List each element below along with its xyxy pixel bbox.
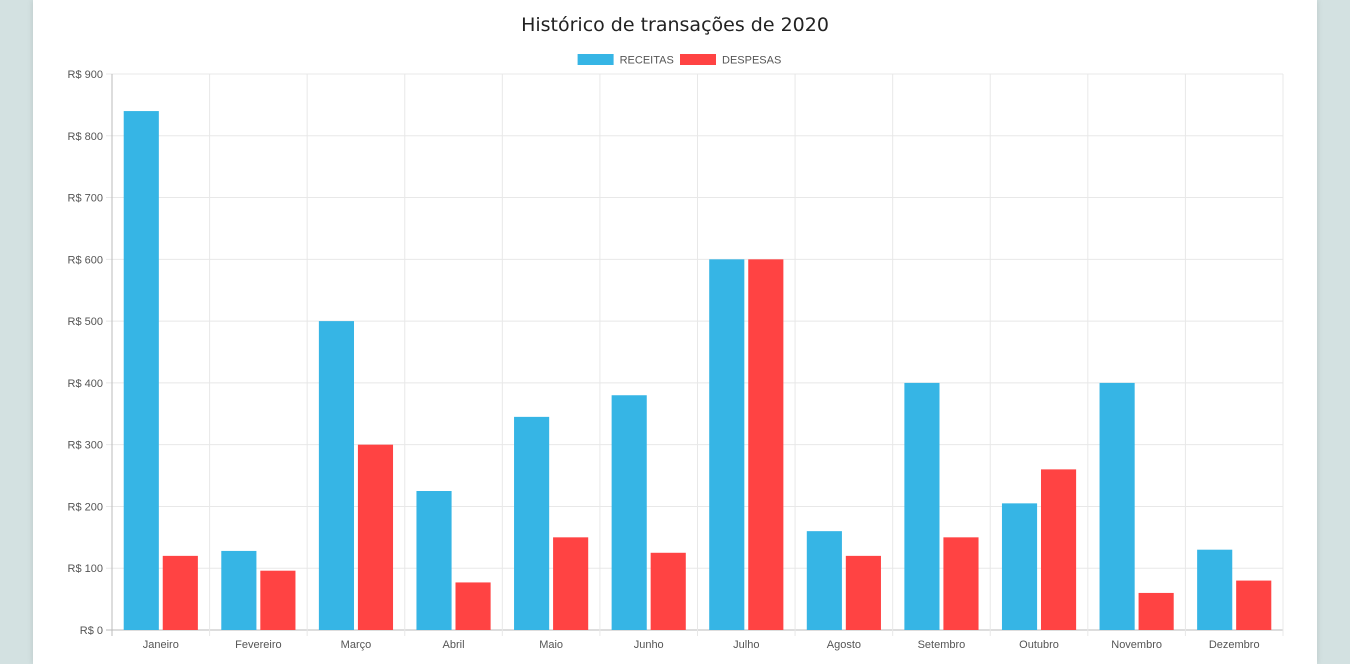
bar-despesas-agosto <box>845 555 881 630</box>
x-tick-label: Agosto <box>827 639 861 651</box>
legend-label-receitas: RECEITAS <box>620 55 674 67</box>
bar-despesas-dezembro <box>1236 580 1272 630</box>
bar-receitas-novembro <box>1099 382 1135 630</box>
x-tick-label: Junho <box>634 639 664 651</box>
bar-receitas-março <box>318 321 355 630</box>
x-tick-label: Fevereiro <box>235 639 281 651</box>
bar-despesas-outubro <box>1040 469 1077 630</box>
y-tick-label: R$ 200 <box>68 501 103 513</box>
bar-despesas-setembro <box>943 537 979 630</box>
x-tick-label: Maio <box>539 639 563 651</box>
x-tick-label: Outubro <box>1019 639 1059 651</box>
legend-swatch-despesas <box>680 54 716 65</box>
y-tick-label: R$ 900 <box>68 69 103 81</box>
bar-despesas-janeiro <box>162 555 198 630</box>
y-tick-label: R$ 500 <box>68 316 103 328</box>
bar-receitas-maio <box>514 416 550 630</box>
bar-receitas-julho <box>709 259 745 630</box>
legend-label-despesas: DESPESAS <box>722 55 781 67</box>
bar-receitas-fevereiro <box>221 550 257 630</box>
bar-chart: R$ 0 R$ 100 R$ 200 R$ 300 R$ 400 R$ 500 R$ 600… <box>68 54 1284 651</box>
bar-receitas-setembro <box>904 382 940 630</box>
x-tick-label: Dezembro <box>1209 639 1260 651</box>
legend-swatch-receitas <box>577 54 614 65</box>
bar-receitas-abril <box>416 491 452 630</box>
y-tick-label: R$ 600 <box>68 254 103 266</box>
chart-title: Histórico de transações de 2020 <box>521 14 829 36</box>
y-tick-label: R$ 100 <box>68 563 103 575</box>
y-tick-label: R$ 800 <box>68 131 103 143</box>
bar-receitas-janeiro <box>123 111 159 631</box>
bar-despesas-março <box>357 444 394 630</box>
bar-receitas-junho <box>611 395 647 630</box>
bar-receitas-agosto <box>806 531 842 630</box>
y-tick-label: R$ 700 <box>68 193 103 205</box>
x-tick-label: Março <box>341 639 372 651</box>
y-tick-label: R$ 400 <box>68 378 103 390</box>
chart-card: Histórico de transações de 2020 R$ 0 R$ 1… <box>33 0 1317 664</box>
bar-despesas-maio <box>553 537 589 630</box>
bar-despesas-fevereiro <box>260 570 296 630</box>
x-tick-label: Setembro <box>918 639 966 651</box>
bar-despesas-novembro <box>1138 592 1174 630</box>
bar-despesas-julho <box>748 259 784 630</box>
x-tick-label: Abril <box>443 639 465 651</box>
y-tick-label: R$ 300 <box>68 440 103 452</box>
bar-despesas-abril <box>455 582 491 630</box>
x-tick-label: Novembro <box>1111 639 1162 651</box>
x-tick-label: Janeiro <box>143 639 179 651</box>
bar-despesas-junho <box>650 552 686 630</box>
x-tick-label: Julho <box>733 639 759 651</box>
bar-receitas-dezembro <box>1197 549 1233 630</box>
bar-receitas-outubro <box>1001 503 1038 630</box>
y-tick-label: R$ 0 <box>80 625 103 637</box>
